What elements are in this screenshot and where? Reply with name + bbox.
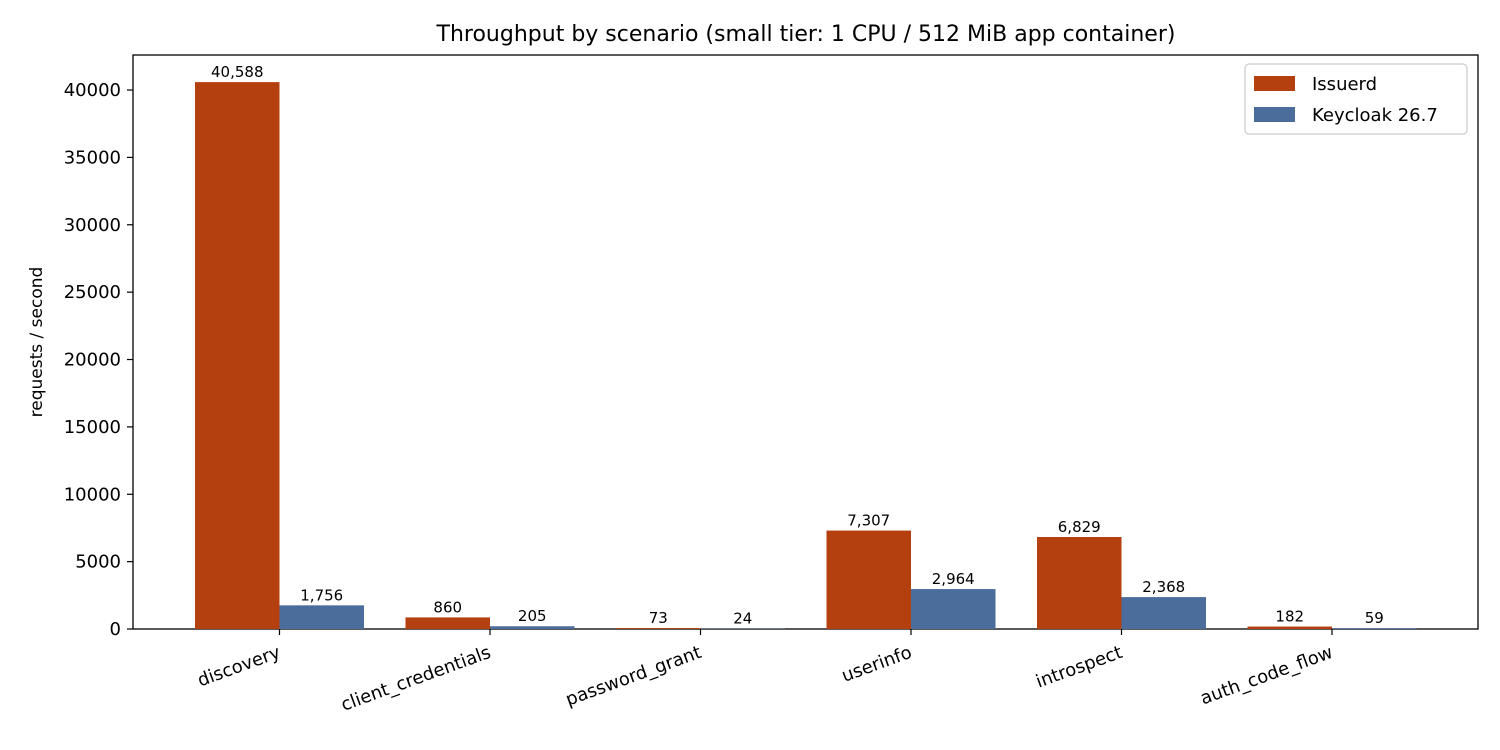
y-tick-label: 30000	[64, 215, 121, 236]
legend: Issuerd Keycloak 26.7	[1244, 63, 1468, 135]
y-tick-label: 40000	[64, 80, 121, 101]
data-label: 7,307	[847, 512, 890, 530]
chart-title: Throughput by scenario (small tier: 1 CP…	[436, 22, 1176, 47]
legend-box	[1244, 63, 1468, 135]
y-axis-label: requests / second	[27, 267, 47, 418]
bar-keycloak-26-7-userinfo	[911, 589, 996, 629]
data-label: 2,964	[932, 570, 975, 588]
x-tick-label: password_grant	[563, 642, 704, 711]
bar-issuerd-discovery	[195, 82, 280, 629]
data-label: 59	[1365, 609, 1384, 627]
bar-keycloak-26-7-auth_code_flow	[1332, 628, 1417, 629]
data-label: 2,368	[1142, 578, 1185, 596]
data-label: 205	[518, 607, 547, 625]
bar-issuerd-auth_code_flow	[1247, 626, 1332, 629]
y-tick-label: 25000	[64, 282, 121, 303]
bar-keycloak-26-7-discovery	[279, 605, 364, 629]
data-label: 73	[649, 609, 668, 627]
legend-entry: Issuerd	[1312, 74, 1377, 95]
data-label: 1,756	[300, 586, 343, 604]
data-label: 6,829	[1058, 518, 1101, 536]
legend-swatch	[1254, 76, 1295, 91]
y-tick-label: 0	[110, 619, 121, 640]
data-label: 182	[1275, 608, 1304, 626]
bar-issuerd-userinfo	[826, 530, 911, 629]
x-tick-label: introspect	[1033, 642, 1125, 693]
y-tick-label: 5000	[75, 552, 121, 573]
y-tick-label: 15000	[64, 417, 121, 438]
x-tick-label: userinfo	[839, 642, 915, 687]
y-tick-label: 20000	[64, 350, 121, 371]
bar-issuerd-introspect	[1037, 536, 1122, 629]
axes-frame	[132, 54, 1479, 630]
y-tick-label: 10000	[64, 484, 121, 505]
plot-area: 0 5000 10000 15000 20000 25000 30000 35000 40000…	[64, 54, 1479, 716]
x-tick-label: discovery	[195, 642, 284, 691]
bar-keycloak-26-7-introspect	[1121, 597, 1206, 629]
data-label: 24	[733, 610, 752, 628]
x-tick-label: client_credentials	[338, 642, 493, 716]
y-tick-label: 35000	[64, 147, 121, 168]
data-label: 860	[433, 598, 462, 616]
legend-entry: Keycloak 26.7	[1312, 105, 1438, 126]
x-tick-label: auth_code_flow	[1198, 642, 1336, 709]
bar-issuerd-password_grant	[616, 628, 701, 629]
bar-keycloak-26-7-client_credentials	[490, 626, 575, 629]
legend-swatch	[1254, 107, 1295, 122]
data-label: 40,588	[211, 63, 264, 81]
bar-issuerd-client_credentials	[405, 617, 490, 629]
